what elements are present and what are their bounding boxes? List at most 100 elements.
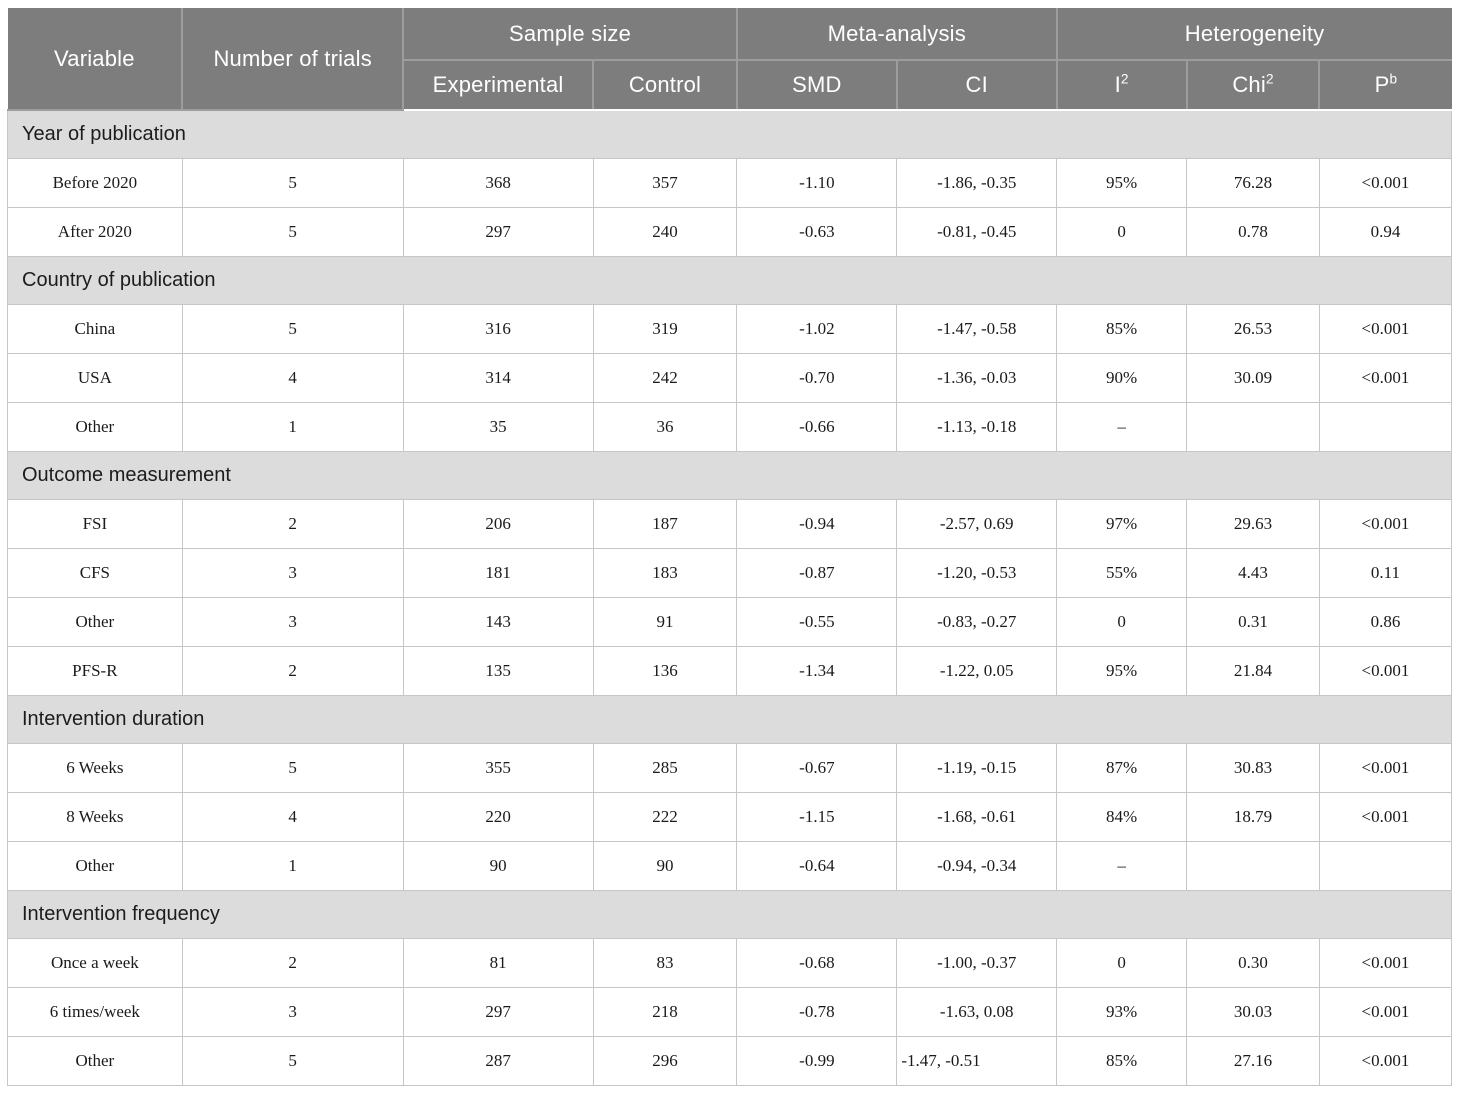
cell-experimental: 220 bbox=[402, 791, 594, 842]
cell-p bbox=[1318, 401, 1453, 452]
table-row: China 5 316 319 -1.02 -1.47, -0.58 85% 26.53 <0.… bbox=[7, 303, 1453, 354]
cell-control: 90 bbox=[592, 840, 738, 891]
cell-trials: 1 bbox=[181, 401, 404, 452]
cell-variable: PFS-R bbox=[7, 645, 183, 696]
cell-ci: -1.20, -0.53 bbox=[896, 547, 1058, 598]
cell-ci: -1.86, -0.35 bbox=[896, 157, 1058, 208]
cell-experimental: 135 bbox=[402, 645, 594, 696]
cell-i2: 0 bbox=[1056, 937, 1188, 988]
cell-variable: Once a week bbox=[7, 937, 183, 988]
table-row: 6 Weeks 5 355 285 -0.67 -1.19, -0.15 87% 30.83 <… bbox=[7, 742, 1453, 793]
cell-experimental: 355 bbox=[402, 742, 594, 793]
cell-smd: -1.34 bbox=[736, 645, 898, 696]
cell-trials: 2 bbox=[181, 498, 404, 549]
section-title: Intervention frequency bbox=[7, 889, 1452, 939]
cell-i2: 90% bbox=[1056, 352, 1188, 403]
cell-chi2: 0.30 bbox=[1186, 937, 1320, 988]
i-squared-base: I bbox=[1114, 72, 1121, 97]
cell-variable: USA bbox=[7, 352, 183, 403]
cell-variable: After 2020 bbox=[7, 206, 183, 257]
col-i-squared: I2 bbox=[1055, 59, 1188, 111]
table-header: Variable Number of trials Sample size Me… bbox=[7, 8, 1452, 111]
cell-control: 242 bbox=[592, 352, 738, 403]
cell-chi2: 4.43 bbox=[1186, 547, 1320, 598]
cell-i2: 93% bbox=[1056, 986, 1188, 1037]
cell-variable: 6 times/week bbox=[7, 986, 183, 1037]
cell-trials: 2 bbox=[181, 645, 404, 696]
section-title: Intervention duration bbox=[7, 694, 1452, 744]
cell-ci: -1.68, -0.61 bbox=[896, 791, 1058, 842]
cell-ci: -0.94, -0.34 bbox=[896, 840, 1058, 891]
cell-chi2: 0.31 bbox=[1186, 596, 1320, 647]
cell-experimental: 143 bbox=[402, 596, 594, 647]
cell-i2: 95% bbox=[1056, 157, 1188, 208]
col-variable: Variable bbox=[7, 8, 184, 111]
col-ci: CI bbox=[895, 59, 1058, 111]
table-row: 6 times/week 3 297 218 -0.78 -1.63, 0.08 93% 30… bbox=[7, 986, 1453, 1037]
cell-smd: -0.68 bbox=[736, 937, 898, 988]
table-row: PFS-R 2 135 136 -1.34 -1.22, 0.05 95% 21.84 <0.0… bbox=[7, 645, 1453, 696]
cell-variable: Before 2020 bbox=[7, 157, 183, 208]
cell-experimental: 297 bbox=[402, 206, 594, 257]
cell-p: 0.86 bbox=[1318, 596, 1453, 647]
cell-smd: -1.10 bbox=[736, 157, 898, 208]
cell-chi2 bbox=[1186, 840, 1320, 891]
cell-smd: -1.15 bbox=[736, 791, 898, 842]
cell-chi2: 29.63 bbox=[1186, 498, 1320, 549]
col-control: Control bbox=[592, 59, 738, 111]
cell-experimental: 314 bbox=[402, 352, 594, 403]
cell-p: <0.001 bbox=[1318, 742, 1453, 793]
cell-ci: -1.47, -0.58 bbox=[896, 303, 1058, 354]
cell-smd: -0.66 bbox=[736, 401, 898, 452]
cell-experimental: 368 bbox=[402, 157, 594, 208]
col-chi-squared: Chi2 bbox=[1185, 59, 1321, 111]
cell-chi2: 30.03 bbox=[1186, 986, 1320, 1037]
cell-ci: -1.00, -0.37 bbox=[896, 937, 1058, 988]
p-value-base: P bbox=[1374, 72, 1390, 97]
col-p-value: Pb bbox=[1318, 59, 1452, 111]
cell-smd: -0.70 bbox=[736, 352, 898, 403]
cell-control: 357 bbox=[592, 157, 738, 208]
cell-control: 91 bbox=[592, 596, 738, 647]
cell-chi2: 26.53 bbox=[1186, 303, 1320, 354]
cell-i2: 0 bbox=[1056, 596, 1188, 647]
cell-ci: -2.57, 0.69 bbox=[896, 498, 1058, 549]
cell-control: 183 bbox=[592, 547, 738, 598]
cell-control: 36 bbox=[592, 401, 738, 452]
cell-control: 136 bbox=[592, 645, 738, 696]
cell-ci: -1.47, -0.51 bbox=[896, 1035, 1058, 1086]
cell-ci: -1.22, 0.05 bbox=[896, 645, 1058, 696]
cell-p bbox=[1318, 840, 1453, 891]
cell-control: 296 bbox=[592, 1035, 738, 1086]
cell-p: <0.001 bbox=[1318, 937, 1453, 988]
cell-smd: -0.67 bbox=[736, 742, 898, 793]
cell-experimental: 181 bbox=[402, 547, 594, 598]
cell-variable: 8 Weeks bbox=[7, 791, 183, 842]
section-row: Year of publication bbox=[7, 109, 1452, 159]
cell-i2: 0 bbox=[1056, 206, 1188, 257]
cell-p: <0.001 bbox=[1318, 303, 1453, 354]
cell-ci: -1.19, -0.15 bbox=[896, 742, 1058, 793]
header-sub-row: Experimental Control SMD CI I2 Chi2 Pb bbox=[8, 59, 1452, 111]
cell-variable: Other bbox=[7, 401, 183, 452]
table-row: CFS 3 181 183 -0.87 -1.20, -0.53 55% 4.43 0.11 bbox=[7, 547, 1453, 598]
cell-trials: 3 bbox=[181, 596, 404, 647]
cell-experimental: 35 bbox=[402, 401, 594, 452]
cell-control: 83 bbox=[592, 937, 738, 988]
cell-smd: -0.99 bbox=[736, 1035, 898, 1086]
cell-control: 187 bbox=[592, 498, 738, 549]
table-row: Before 2020 5 368 357 -1.10 -1.86, -0.35 95% 76… bbox=[7, 157, 1453, 208]
cell-chi2: 76.28 bbox=[1186, 157, 1320, 208]
cell-trials: 3 bbox=[181, 986, 404, 1037]
subgroup-analysis-table: Variable Number of trials Sample size Me… bbox=[7, 8, 1453, 1086]
cell-i2: 95% bbox=[1056, 645, 1188, 696]
cell-i2: 85% bbox=[1056, 303, 1188, 354]
cell-control: 222 bbox=[592, 791, 738, 842]
cell-i2: 87% bbox=[1056, 742, 1188, 793]
table-row: Other 1 90 90 -0.64 -0.94, -0.34– bbox=[7, 840, 1453, 891]
cell-chi2: 30.09 bbox=[1186, 352, 1320, 403]
cell-experimental: 316 bbox=[402, 303, 594, 354]
cell-experimental: 90 bbox=[402, 840, 594, 891]
cell-chi2: 0.78 bbox=[1186, 206, 1320, 257]
